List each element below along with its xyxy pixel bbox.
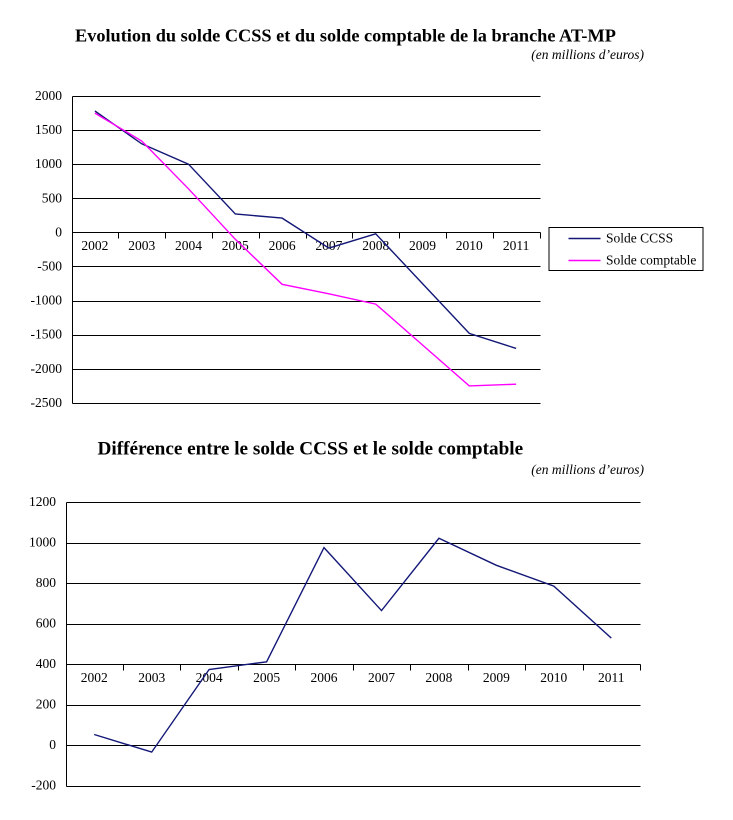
svg-text:2002: 2002 bbox=[81, 238, 108, 253]
svg-text:-1000: -1000 bbox=[31, 293, 63, 308]
svg-text:2011: 2011 bbox=[598, 670, 625, 685]
svg-text:200: 200 bbox=[36, 697, 57, 712]
svg-text:2009: 2009 bbox=[409, 238, 436, 253]
svg-text:800: 800 bbox=[36, 575, 57, 590]
svg-text:2010: 2010 bbox=[540, 670, 567, 685]
svg-text:Solde comptable: Solde comptable bbox=[606, 253, 696, 268]
svg-text:-2000: -2000 bbox=[31, 361, 63, 376]
svg-text:2006: 2006 bbox=[269, 238, 296, 253]
svg-text:500: 500 bbox=[42, 190, 63, 205]
svg-text:2000: 2000 bbox=[35, 88, 62, 103]
svg-text:(en millions d’euros): (en millions d’euros) bbox=[531, 47, 644, 62]
svg-text:1200: 1200 bbox=[29, 494, 56, 509]
svg-text:0: 0 bbox=[49, 737, 56, 752]
svg-text:400: 400 bbox=[36, 656, 57, 671]
svg-text:2005: 2005 bbox=[253, 670, 280, 685]
svg-text:1000: 1000 bbox=[29, 535, 56, 550]
svg-text:0: 0 bbox=[55, 224, 62, 239]
svg-text:2008: 2008 bbox=[425, 670, 452, 685]
svg-text:600: 600 bbox=[36, 616, 57, 631]
svg-text:-500: -500 bbox=[37, 259, 62, 274]
svg-text:Solde CCSS: Solde CCSS bbox=[606, 231, 673, 246]
svg-text:2003: 2003 bbox=[128, 238, 155, 253]
svg-text:(en millions d’euros): (en millions d’euros) bbox=[531, 462, 644, 477]
svg-text:2009: 2009 bbox=[483, 670, 510, 685]
svg-text:Evolution du solde CCSS et du: Evolution du solde CCSS et du solde comp… bbox=[75, 26, 616, 46]
svg-text:2011: 2011 bbox=[503, 238, 530, 253]
svg-text:2008: 2008 bbox=[362, 238, 389, 253]
svg-text:2004: 2004 bbox=[175, 238, 202, 253]
svg-text:2006: 2006 bbox=[311, 670, 338, 685]
svg-text:-1500: -1500 bbox=[31, 327, 63, 342]
svg-text:-2500: -2500 bbox=[31, 395, 63, 410]
svg-text:2007: 2007 bbox=[368, 670, 395, 685]
svg-text:1500: 1500 bbox=[35, 122, 62, 137]
svg-text:2010: 2010 bbox=[456, 238, 483, 253]
svg-text:2002: 2002 bbox=[81, 670, 108, 685]
svg-text:2003: 2003 bbox=[138, 670, 165, 685]
svg-text:1000: 1000 bbox=[35, 156, 62, 171]
svg-text:-200: -200 bbox=[31, 778, 56, 793]
svg-text:Différence entre le solde CCSS: Différence entre le solde CCSS et le sol… bbox=[98, 439, 524, 460]
